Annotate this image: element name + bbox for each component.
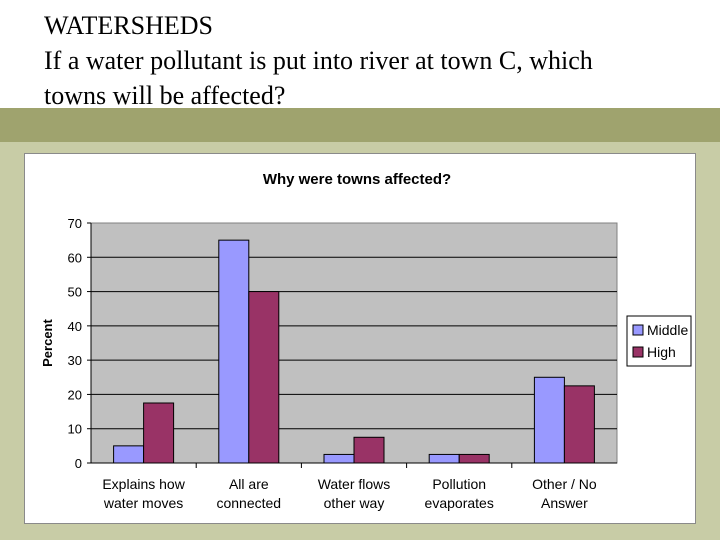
legend-label-high: High bbox=[647, 344, 676, 360]
x-category-label: evaporates bbox=[425, 495, 494, 511]
y-tick-label: 20 bbox=[68, 387, 82, 402]
bar-chart: Why were towns affected? 0 10 20 30 40 50 60 70 P… bbox=[40, 171, 692, 511]
bar-high bbox=[458, 453, 490, 464]
legend-label-middle: Middle bbox=[647, 322, 688, 338]
bar-middle bbox=[323, 453, 355, 464]
y-tick-label: 50 bbox=[68, 285, 82, 300]
y-tick-label: 60 bbox=[68, 250, 82, 265]
y-tick-label: 70 bbox=[68, 216, 82, 231]
y-tick-label: 10 bbox=[68, 422, 82, 437]
bar-high bbox=[353, 436, 385, 464]
slide-title-line-2: If a water pollutant is put into river a… bbox=[44, 46, 593, 75]
plot-area bbox=[90, 222, 618, 464]
bar-middle bbox=[113, 445, 145, 464]
bar-high bbox=[563, 385, 595, 464]
x-category-label: Water flows bbox=[318, 476, 391, 492]
x-category-label: water moves bbox=[103, 495, 183, 511]
y-tick-label: 40 bbox=[68, 319, 82, 334]
legend-swatch-middle bbox=[632, 324, 644, 336]
x-category-label: connected bbox=[216, 495, 281, 511]
y-tick-label: 0 bbox=[75, 456, 82, 471]
slide-header: WATERSHEDS If a water pollutant is put i… bbox=[0, 0, 720, 110]
chart-frame: Why were towns affected? 0 10 20 30 40 50 60 70 P… bbox=[24, 153, 696, 524]
x-category-label: Explains how bbox=[102, 476, 185, 492]
chart-title: Why were towns affected? bbox=[263, 171, 451, 188]
legend-swatch-high bbox=[632, 346, 644, 358]
x-category-label: other way bbox=[324, 495, 385, 511]
bar-high bbox=[143, 402, 175, 464]
y-axis-label: Percent bbox=[40, 318, 55, 366]
legend-box bbox=[626, 315, 692, 367]
x-category-label: All are bbox=[229, 476, 269, 492]
bar-high bbox=[248, 291, 280, 464]
slide-title-line-1: WATERSHEDS bbox=[44, 11, 214, 40]
bar-middle bbox=[218, 239, 250, 464]
x-category-label: Pollution bbox=[432, 476, 486, 492]
decorative-band bbox=[0, 108, 720, 142]
slide-title: WATERSHEDS If a water pollutant is put i… bbox=[44, 8, 714, 113]
y-tick-label: 30 bbox=[68, 353, 82, 368]
x-category-label: Other / No bbox=[532, 476, 597, 492]
x-category-label: Answer bbox=[541, 495, 588, 511]
bar-middle bbox=[428, 453, 460, 464]
slide-title-line-3: towns will be affected? bbox=[44, 81, 286, 110]
bar-middle bbox=[533, 376, 565, 464]
